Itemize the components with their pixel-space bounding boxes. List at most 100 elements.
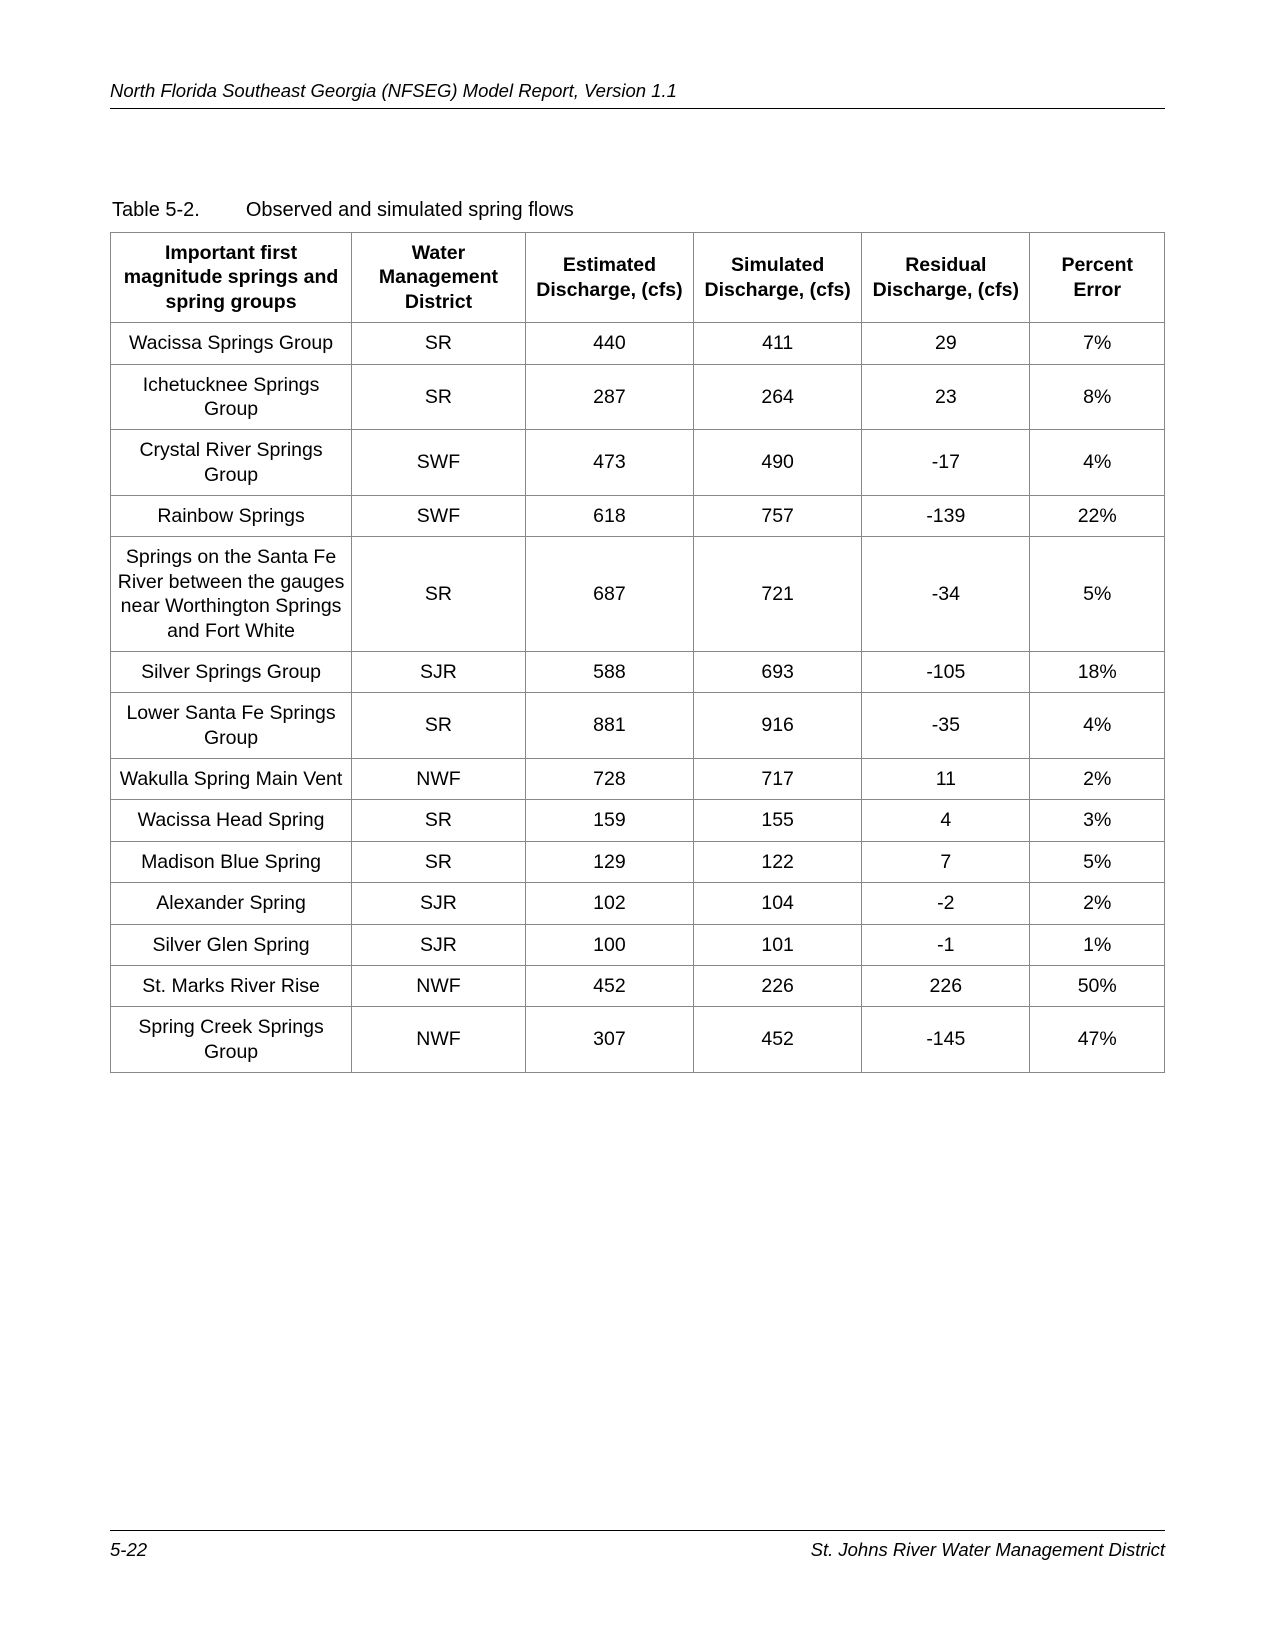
cell-res: -105: [862, 651, 1030, 692]
cell-name: Ichetucknee Springs Group: [111, 364, 352, 430]
cell-res: -34: [862, 537, 1030, 652]
table-caption-text: Observed and simulated spring flows: [246, 199, 574, 222]
table-caption: Table 5-2. Observed and simulated spring…: [110, 199, 1165, 222]
cell-res: 23: [862, 364, 1030, 430]
cell-est: 588: [525, 651, 693, 692]
cell-res: -1: [862, 924, 1030, 965]
cell-est: 452: [525, 965, 693, 1006]
cell-est: 473: [525, 430, 693, 496]
cell-res: -2: [862, 883, 1030, 924]
cell-res: 4: [862, 800, 1030, 841]
cell-wmd: SWF: [352, 496, 526, 537]
cell-est: 100: [525, 924, 693, 965]
cell-err: 5%: [1030, 841, 1165, 882]
col-header-name: Important first magnitude springs and sp…: [111, 233, 352, 323]
cell-sim: 717: [694, 759, 862, 800]
cell-est: 287: [525, 364, 693, 430]
cell-res: 29: [862, 323, 1030, 364]
cell-wmd: SJR: [352, 651, 526, 692]
cell-est: 307: [525, 1007, 693, 1073]
cell-sim: 226: [694, 965, 862, 1006]
cell-name: Silver Springs Group: [111, 651, 352, 692]
cell-err: 22%: [1030, 496, 1165, 537]
cell-err: 2%: [1030, 883, 1165, 924]
cell-sim: 693: [694, 651, 862, 692]
cell-sim: 490: [694, 430, 862, 496]
table-row: Lower Santa Fe Springs GroupSR881916-354…: [111, 693, 1165, 759]
table-row: Silver Springs GroupSJR588693-10518%: [111, 651, 1165, 692]
cell-name: Lower Santa Fe Springs Group: [111, 693, 352, 759]
cell-wmd: NWF: [352, 965, 526, 1006]
cell-wmd: SR: [352, 693, 526, 759]
cell-sim: 101: [694, 924, 862, 965]
cell-name: Alexander Spring: [111, 883, 352, 924]
cell-sim: 452: [694, 1007, 862, 1073]
cell-err: 1%: [1030, 924, 1165, 965]
cell-wmd: SWF: [352, 430, 526, 496]
page-header-title: North Florida Southeast Georgia (NFSEG) …: [110, 80, 1165, 109]
cell-err: 7%: [1030, 323, 1165, 364]
cell-err: 8%: [1030, 364, 1165, 430]
cell-est: 159: [525, 800, 693, 841]
table-row: Wacissa Head SpringSR15915543%: [111, 800, 1165, 841]
cell-sim: 721: [694, 537, 862, 652]
table-row: Silver Glen SpringSJR100101-11%: [111, 924, 1165, 965]
cell-res: -17: [862, 430, 1030, 496]
col-header-res: Residual Discharge, (cfs): [862, 233, 1030, 323]
table-row: St. Marks River RiseNWF45222622650%: [111, 965, 1165, 1006]
cell-est: 728: [525, 759, 693, 800]
table-row: Crystal River Springs GroupSWF473490-174…: [111, 430, 1165, 496]
cell-est: 618: [525, 496, 693, 537]
cell-wmd: NWF: [352, 1007, 526, 1073]
cell-err: 50%: [1030, 965, 1165, 1006]
table-caption-label: Table 5-2.: [112, 199, 200, 222]
cell-err: 18%: [1030, 651, 1165, 692]
cell-sim: 155: [694, 800, 862, 841]
col-header-est: Estimated Discharge, (cfs): [525, 233, 693, 323]
page-footer: 5-22 St. Johns River Water Management Di…: [110, 1530, 1165, 1561]
cell-wmd: SR: [352, 841, 526, 882]
cell-err: 4%: [1030, 693, 1165, 759]
cell-name: Wacissa Head Spring: [111, 800, 352, 841]
col-header-sim: Simulated Discharge, (cfs): [694, 233, 862, 323]
table-header-row: Important first magnitude springs and sp…: [111, 233, 1165, 323]
cell-name: Wacissa Springs Group: [111, 323, 352, 364]
cell-res: -139: [862, 496, 1030, 537]
cell-name: Springs on the Santa Fe River between th…: [111, 537, 352, 652]
cell-wmd: NWF: [352, 759, 526, 800]
cell-sim: 264: [694, 364, 862, 430]
cell-wmd: SR: [352, 364, 526, 430]
cell-res: -145: [862, 1007, 1030, 1073]
cell-sim: 411: [694, 323, 862, 364]
cell-sim: 916: [694, 693, 862, 759]
cell-name: Madison Blue Spring: [111, 841, 352, 882]
cell-err: 3%: [1030, 800, 1165, 841]
cell-est: 440: [525, 323, 693, 364]
cell-wmd: SR: [352, 537, 526, 652]
springs-table: Important first magnitude springs and sp…: [110, 232, 1165, 1073]
cell-res: 226: [862, 965, 1030, 1006]
cell-err: 4%: [1030, 430, 1165, 496]
cell-sim: 104: [694, 883, 862, 924]
cell-name: Rainbow Springs: [111, 496, 352, 537]
cell-wmd: SR: [352, 323, 526, 364]
cell-name: St. Marks River Rise: [111, 965, 352, 1006]
cell-res: 7: [862, 841, 1030, 882]
cell-res: -35: [862, 693, 1030, 759]
cell-est: 102: [525, 883, 693, 924]
col-header-err: Percent Error: [1030, 233, 1165, 323]
table-row: Rainbow SpringsSWF618757-13922%: [111, 496, 1165, 537]
page-number: 5-22: [110, 1539, 147, 1561]
cell-sim: 122: [694, 841, 862, 882]
table-row: Madison Blue SpringSR12912275%: [111, 841, 1165, 882]
footer-org: St. Johns River Water Management Distric…: [811, 1539, 1165, 1561]
table-row: Wacissa Springs GroupSR440411297%: [111, 323, 1165, 364]
cell-sim: 757: [694, 496, 862, 537]
table-row: Ichetucknee Springs GroupSR287264238%: [111, 364, 1165, 430]
cell-err: 5%: [1030, 537, 1165, 652]
cell-est: 129: [525, 841, 693, 882]
cell-wmd: SJR: [352, 883, 526, 924]
cell-res: 11: [862, 759, 1030, 800]
cell-err: 2%: [1030, 759, 1165, 800]
cell-est: 687: [525, 537, 693, 652]
